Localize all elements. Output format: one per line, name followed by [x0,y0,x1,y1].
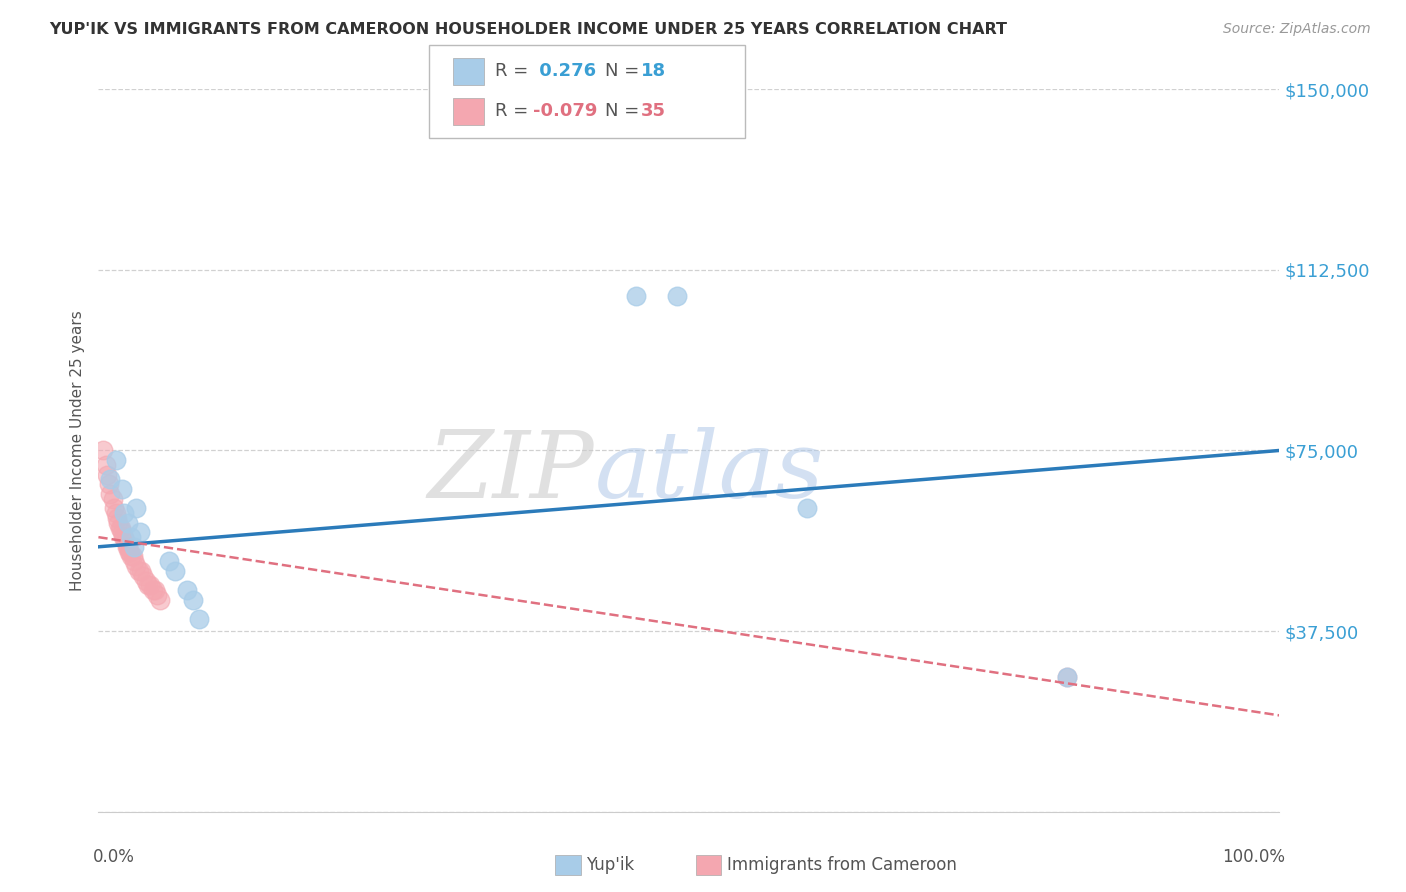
Point [139,578,162,592]
Y-axis label: Householder Income Under 25 years: Householder Income Under 25 years [69,310,84,591]
Point [115,540,138,554]
Point [96,467,118,482]
Point [110,520,132,534]
Point [143,583,166,598]
Text: Source: ZipAtlas.com: Source: ZipAtlas.com [1223,22,1371,37]
Point [146,588,169,602]
Point [122,554,145,568]
Point [117,516,139,530]
Text: R =: R = [495,62,534,80]
Point [108,520,131,534]
Text: R =: R = [495,103,534,120]
Point [128,564,150,578]
Point [111,482,134,496]
Text: 18: 18 [641,62,666,80]
Text: atlas: atlas [595,427,824,517]
Point [128,525,150,540]
Point [176,583,198,598]
Point [94,458,117,472]
Point [135,574,157,588]
Point [122,540,145,554]
Text: YUP'IK VS IMMIGRANTS FROM CAMEROON HOUSEHOLDER INCOME UNDER 25 YEARS CORRELATION: YUP'IK VS IMMIGRANTS FROM CAMEROON HOUSE… [49,22,1007,37]
Point [121,530,143,544]
Point [98,472,121,486]
Text: ZIP: ZIP [427,427,595,517]
Point [187,612,209,626]
Point [105,511,128,525]
Text: Immigrants from Cameroon: Immigrants from Cameroon [727,856,956,874]
Point [149,592,172,607]
Point [1056,670,1078,684]
Text: -0.079: -0.079 [533,103,598,120]
Text: 100.0%: 100.0% [1222,847,1285,866]
Text: N =: N = [605,62,644,80]
Point [101,491,124,506]
Point [624,289,647,303]
Point [121,549,143,564]
Point [666,289,689,303]
Point [129,564,152,578]
Point [796,501,818,516]
Point [165,564,187,578]
Point [142,583,165,598]
Point [91,443,114,458]
Point [112,530,135,544]
Point [112,506,135,520]
Point [125,501,148,516]
Point [112,530,135,544]
Point [120,544,142,558]
Point [125,559,148,574]
Point [118,544,141,558]
Text: N =: N = [605,103,644,120]
Point [98,487,121,501]
Point [111,525,134,540]
Point [117,540,139,554]
Point [103,501,125,516]
Text: 35: 35 [641,103,666,120]
Text: 0.0%: 0.0% [93,847,135,866]
Point [114,535,136,549]
Point [157,554,180,568]
Point [105,453,128,467]
Point [105,506,128,520]
Point [1056,670,1078,684]
Text: Yup'ik: Yup'ik [586,856,634,874]
Point [181,592,204,607]
Point [132,568,155,582]
Point [98,477,121,491]
Text: 0.276: 0.276 [533,62,596,80]
Point [121,549,143,564]
Point [136,578,159,592]
Point [107,516,129,530]
